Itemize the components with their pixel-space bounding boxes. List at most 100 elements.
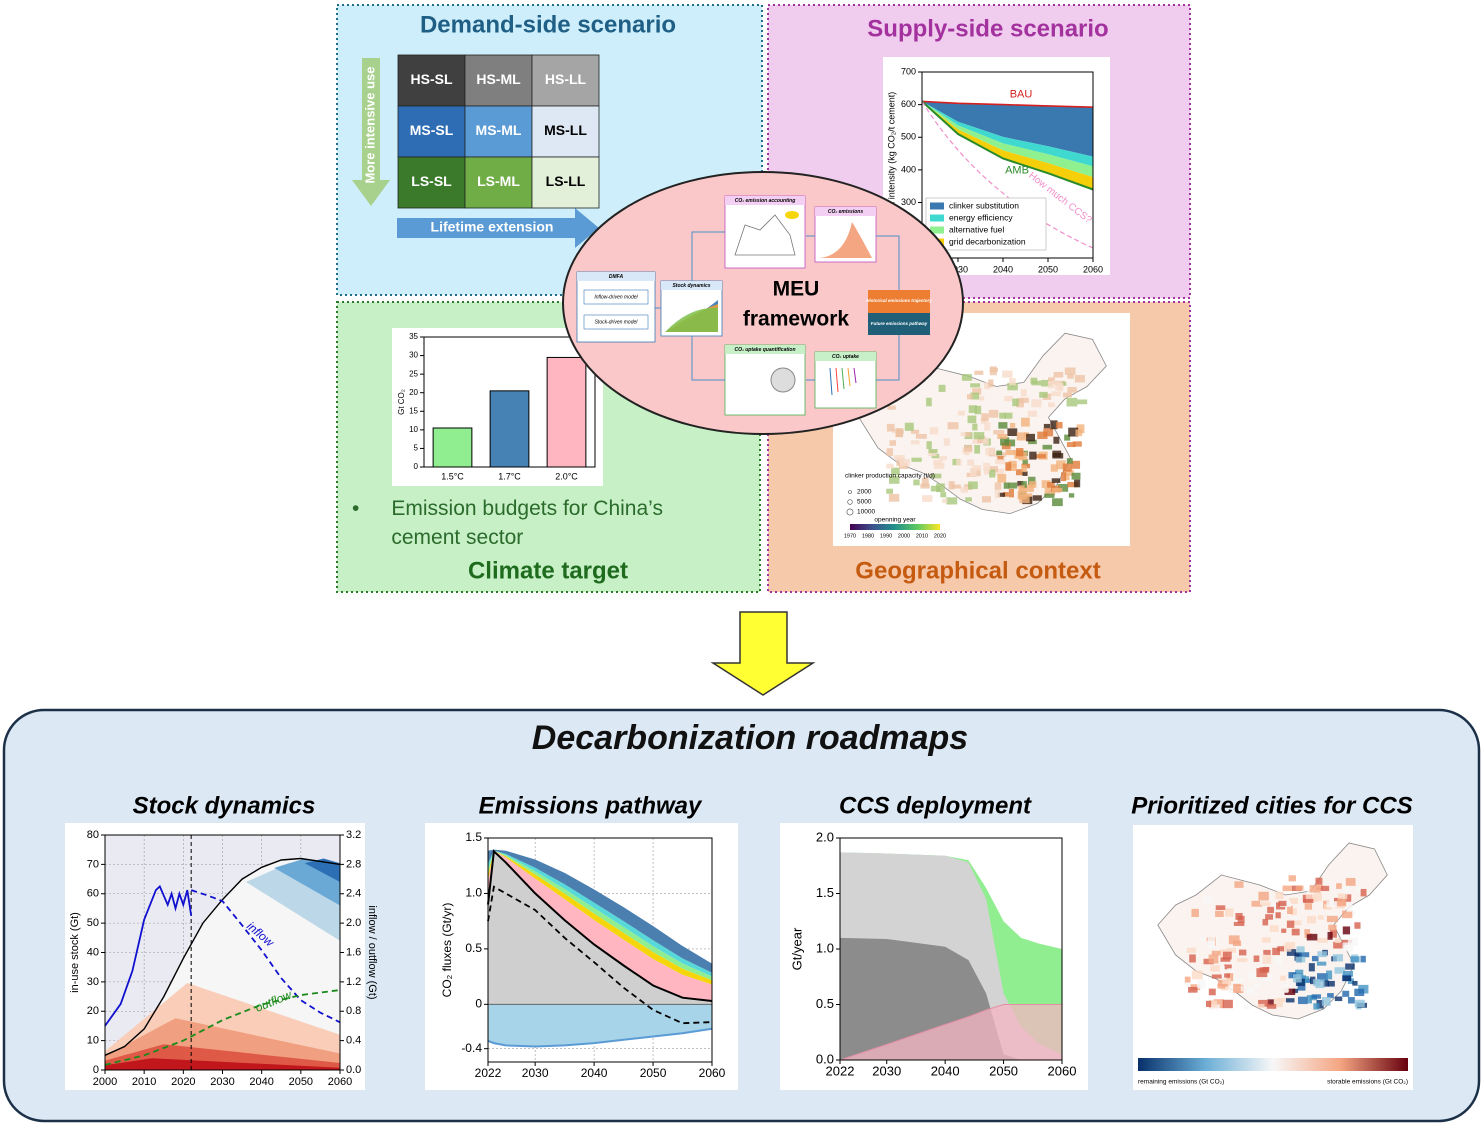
matrix-cell: [531, 54, 600, 107]
region: [999, 412, 1007, 419]
region: [891, 467, 900, 476]
x-tick-label: 2050: [640, 1066, 667, 1080]
region: [1334, 996, 1343, 1002]
intensive-arrow: [352, 58, 390, 206]
region: [1029, 451, 1037, 460]
region: [920, 483, 930, 489]
arrow-label: Lifetime extension: [431, 219, 554, 235]
legend-swatch: [930, 214, 944, 222]
x-tick-label: 2050: [1038, 264, 1058, 274]
x-tick-label: 2040: [249, 1076, 273, 1088]
mini-icon: [785, 211, 799, 219]
region: [996, 450, 1003, 456]
region: [1043, 428, 1054, 437]
region: [1304, 929, 1310, 935]
y2-tick-label: 2.8: [346, 858, 361, 870]
y-axis-label: CO₂ fluxes (Gt/yr): [440, 903, 454, 998]
region: [1360, 888, 1367, 897]
region: [1290, 908, 1297, 916]
region: [1004, 412, 1013, 419]
legend-label: energy efficiency: [949, 212, 1013, 222]
down-arrow: [710, 611, 816, 696]
region: [1053, 371, 1064, 378]
region: [1042, 444, 1053, 450]
region: [1334, 967, 1345, 974]
y2-tick-label: 1.2: [346, 976, 361, 988]
region: [1050, 464, 1058, 472]
y-tick-label: 300: [901, 197, 916, 207]
region: [930, 485, 941, 492]
y-tick-label: 5: [414, 444, 419, 453]
region: [1006, 464, 1017, 472]
region: [1051, 391, 1061, 397]
region: [1232, 978, 1244, 984]
region: [1299, 952, 1310, 958]
y-tick-label: 0: [414, 462, 419, 471]
region: [1071, 472, 1081, 480]
region: [888, 493, 900, 502]
size-key: [846, 508, 854, 516]
region: [1236, 958, 1248, 963]
region: [1043, 423, 1051, 429]
region: [922, 495, 933, 502]
region: [989, 367, 998, 372]
module-header: [725, 196, 805, 205]
region: [1345, 963, 1355, 970]
region: [1008, 488, 1014, 498]
region: [1278, 997, 1289, 1002]
region: [997, 434, 1008, 439]
region: [1311, 955, 1319, 962]
series-line: [487, 1027, 713, 1048]
region: [1234, 881, 1244, 888]
region: [1281, 928, 1287, 933]
y-tick-label: 10: [409, 425, 418, 434]
region: [913, 479, 920, 486]
region: [997, 474, 1007, 483]
region: [1287, 905, 1293, 915]
flow-arrow: [691, 336, 725, 381]
x-tick-label: 2040: [993, 264, 1013, 274]
region: [970, 392, 980, 400]
region: [1282, 983, 1289, 993]
stock-cohort: [105, 1058, 340, 1070]
region: [998, 422, 1008, 429]
region: [1003, 482, 1010, 489]
region: [1228, 985, 1236, 994]
region: [946, 497, 958, 505]
colorbar-tick: 2000: [898, 533, 910, 539]
region: [1246, 990, 1255, 995]
model-label: Inflow-driven model: [594, 294, 638, 300]
region: [1354, 988, 1365, 997]
region: [1350, 956, 1360, 963]
module-box: [576, 271, 656, 343]
region: [1226, 947, 1237, 953]
region: [1021, 417, 1030, 427]
module-label: Future emissions pathway: [871, 321, 928, 326]
region: [1007, 382, 1018, 391]
y-tick-label: 1.5: [465, 830, 482, 844]
region: [1317, 951, 1327, 958]
size-key: [847, 499, 853, 505]
region: [956, 459, 962, 466]
region: [921, 477, 929, 487]
y2-tick-label: 0.4: [346, 1035, 361, 1047]
x-tick-label: 1.7°C: [498, 471, 521, 481]
region: [1001, 442, 1011, 450]
region: [1247, 987, 1255, 992]
lifetime-arrow: [397, 208, 599, 248]
y2-tick-label: 0.8: [346, 1005, 361, 1017]
y-tick-label: 2.0: [816, 829, 834, 844]
region: [1326, 970, 1333, 980]
region: [1258, 999, 1269, 1007]
region: [915, 433, 927, 439]
region: [1067, 373, 1074, 379]
matrix-label: LS-SL: [411, 173, 452, 189]
y-tick-label: 0: [475, 997, 482, 1011]
region: [1259, 967, 1270, 973]
region: [1310, 976, 1316, 985]
band: [922, 101, 1093, 190]
region: [1258, 891, 1269, 901]
region: [1327, 931, 1333, 940]
plot-frame: [104, 834, 341, 1071]
region: [967, 394, 973, 400]
